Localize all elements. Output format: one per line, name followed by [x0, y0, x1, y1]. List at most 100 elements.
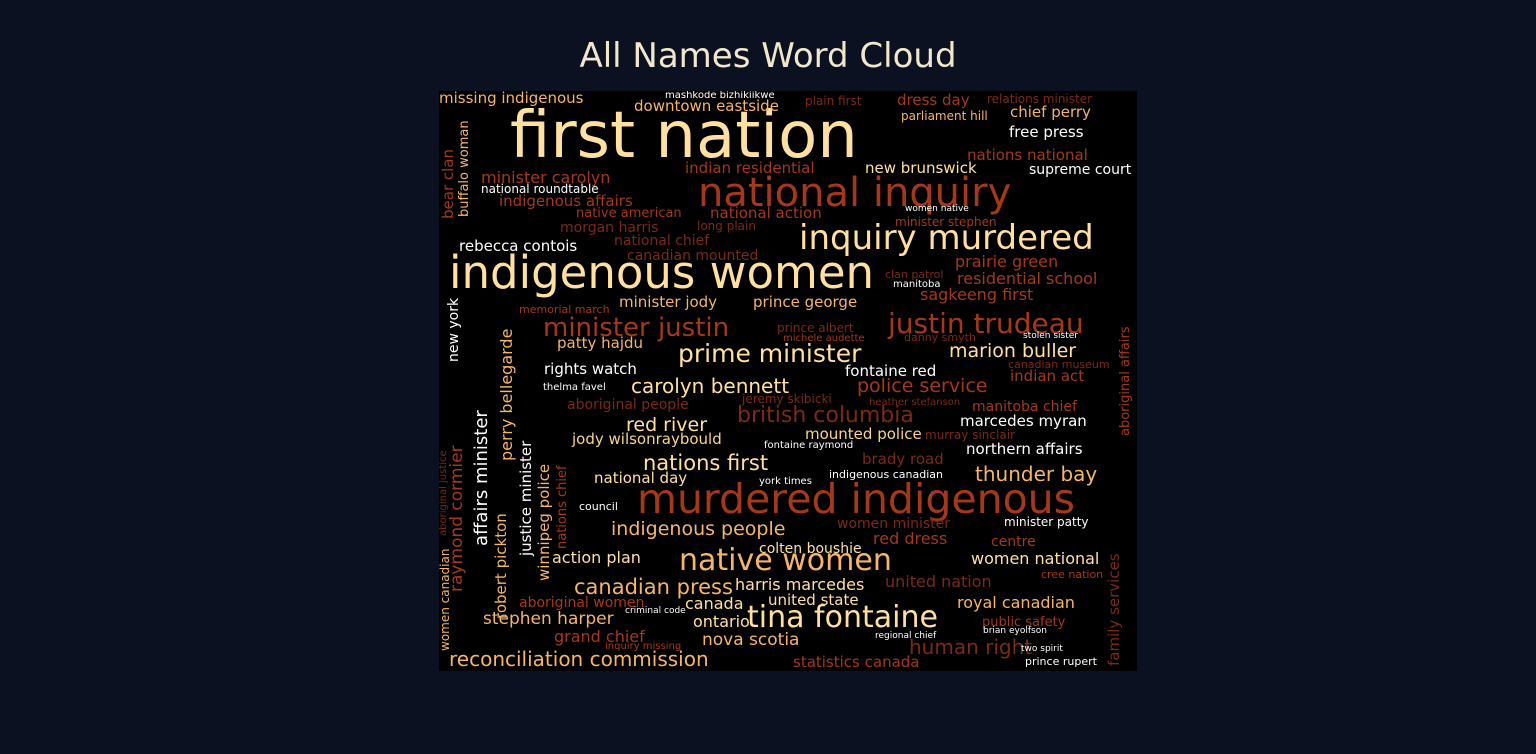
word-grand-chief: grand chief: [554, 627, 645, 646]
word-marcedes-myran: marcedes myran: [960, 412, 1087, 430]
word-prince-albert: prince albert: [777, 321, 854, 335]
word-affairs-minister: affairs minister: [471, 410, 492, 546]
word-royal-canadian: royal canadian: [957, 593, 1075, 612]
word-indian-act: indian act: [1010, 367, 1085, 385]
word-carolyn-bennett: carolyn bennett: [631, 374, 790, 398]
word-clan-patrol: clan patrol: [885, 268, 944, 281]
word-action-plan: action plan: [552, 548, 641, 567]
word-marion-buller: marion buller: [949, 340, 1077, 362]
word-buffalo-woman: buffalo woman: [457, 120, 472, 217]
word-tina-fontaine: tina fontaine: [747, 600, 938, 635]
word-new-york: new york: [446, 297, 462, 362]
word-missing-indigenous: missing indigenous: [439, 91, 584, 107]
word-plain-first: plain first: [805, 94, 862, 108]
word-jody-wilsonraybould: jody wilsonraybould: [572, 430, 722, 448]
word-aboriginal-women: aboriginal women: [519, 595, 645, 611]
word-long-plain: long plain: [697, 219, 756, 233]
word-indigenous-canadian: indigenous canadian: [829, 468, 943, 481]
word-aboriginal-justice: aboriginal justice: [439, 450, 449, 536]
word-statistics-canada: statistics canada: [793, 653, 920, 671]
word-indigenous-women: indigenous women: [449, 246, 875, 299]
word-united-state: united state: [768, 591, 859, 609]
word-red-river: red river: [626, 414, 708, 436]
word-fontaine-raymond: fontaine raymond: [764, 440, 854, 451]
word-winnipeg-police: winnipeg police: [535, 463, 553, 581]
word-indigenous-people: indigenous people: [611, 518, 786, 540]
word-residential-school: residential school: [957, 269, 1098, 288]
word-colten-boushie: colten boushie: [759, 541, 862, 557]
word-ontario: ontario: [693, 612, 750, 631]
word-nations-first: nations first: [643, 451, 769, 475]
word-nations-national: nations national: [967, 146, 1088, 164]
word-perry-bellegarde: perry bellegarde: [497, 328, 516, 461]
word-centre: centre: [991, 534, 1036, 550]
word-indigenous-affairs: indigenous affairs: [499, 192, 633, 210]
word-bear-clan: bear clan: [439, 149, 457, 219]
word-minister-carolyn: minister carolyn: [481, 168, 611, 187]
word-thelma-favel: thelma favel: [543, 382, 606, 393]
word-murray-sinclair: murray sinclair: [925, 428, 1015, 442]
word-manitoba-chief: manitoba chief: [972, 399, 1077, 415]
word-indian-residential: indian residential: [685, 159, 815, 177]
word-british-columbia: british columbia: [737, 403, 914, 428]
word-sagkeeng-first: sagkeeng first: [920, 285, 1034, 304]
word-harris-marcedes: harris marcedes: [735, 575, 865, 594]
word-relations-minister: relations minister: [987, 92, 1093, 106]
word-public-safety: public safety: [982, 615, 1066, 630]
word-murdered-indigenous: murdered indigenous: [637, 475, 1076, 523]
word-robert-pickton: robert pickton: [492, 513, 510, 619]
word-united-nation: united nation: [885, 572, 992, 591]
word-justice-minister: justice minister: [517, 440, 535, 556]
word-human-right: human right: [909, 635, 1033, 659]
word-women-national: women national: [971, 549, 1100, 568]
word-patty-hajdu: patty hajdu: [557, 334, 644, 352]
word-native-women: native women: [679, 543, 892, 578]
word-brady-road: brady road: [862, 450, 944, 468]
word-downtown-eastside: downtown eastside: [634, 97, 779, 115]
word-prime-minister: prime minister: [678, 339, 862, 368]
word-jeremy-skibicki: jeremy skibicki: [742, 392, 832, 406]
word-national-roundtable: national roundtable: [481, 182, 599, 196]
word-aboriginal-affairs: aboriginal affairs: [1118, 326, 1133, 436]
word-regional-chief: regional chief: [875, 631, 937, 641]
word-inquiry-missing: inquiry missing: [605, 641, 682, 652]
word-fontaine-red: fontaine red: [845, 362, 937, 380]
word-rebecca-contois: rebecca contois: [459, 237, 578, 255]
word-michele-audette: michele audette: [783, 333, 865, 344]
word-canadian-mounted: canadian mounted: [627, 248, 759, 264]
word-stolen-sister: stolen sister: [1023, 331, 1078, 341]
word-women-native: women native: [905, 204, 969, 214]
word-minister-justin: minister justin: [543, 313, 730, 343]
word-supreme-court: supreme court: [1029, 162, 1132, 178]
word-national-action: national action: [710, 204, 822, 222]
word-police-service: police service: [857, 375, 988, 397]
word-chief-perry: chief perry: [1010, 103, 1091, 121]
word-danny-smyth: danny smyth: [904, 331, 976, 344]
word-inquiry-murdered: inquiry murdered: [799, 218, 1094, 258]
word-national-chief: national chief: [614, 233, 710, 249]
word-heather-stefanson: heather stefanson: [869, 397, 961, 408]
word-national-day: national day: [594, 469, 688, 487]
word-national-inquiry: national inquiry: [698, 170, 1012, 216]
word-mashkode-bizhikiikwe: mashkode bizhikiikwe: [665, 91, 775, 101]
word-two-spirit: two spirit: [1021, 644, 1063, 654]
word-first-nation: first nation: [510, 99, 858, 173]
word-northern-affairs: northern affairs: [966, 440, 1083, 458]
word-red-dress: red dress: [873, 529, 948, 548]
word-morgan-harris: morgan harris: [560, 220, 659, 236]
word-dress-day: dress day: [897, 91, 970, 109]
word-native-american: native american: [576, 206, 682, 221]
word-new-brunswick: new brunswick: [865, 159, 977, 177]
word-council: council: [579, 500, 618, 513]
word-minister-stephen: minister stephen: [895, 215, 997, 229]
word-york-times: york times: [759, 476, 812, 487]
word-manitoba: manitoba: [893, 279, 941, 290]
word-prairie-green: prairie green: [955, 252, 1059, 271]
word-thunder-bay: thunder bay: [975, 462, 1098, 486]
word-free-press: free press: [1009, 123, 1084, 141]
word-mounted-police: mounted police: [805, 425, 922, 443]
word-memorial-march: memorial march: [519, 303, 610, 316]
word-stephen-harper: stephen harper: [483, 609, 614, 629]
word-canadian-press: canadian press: [574, 575, 733, 599]
word-women-minister: women minister: [837, 516, 951, 532]
